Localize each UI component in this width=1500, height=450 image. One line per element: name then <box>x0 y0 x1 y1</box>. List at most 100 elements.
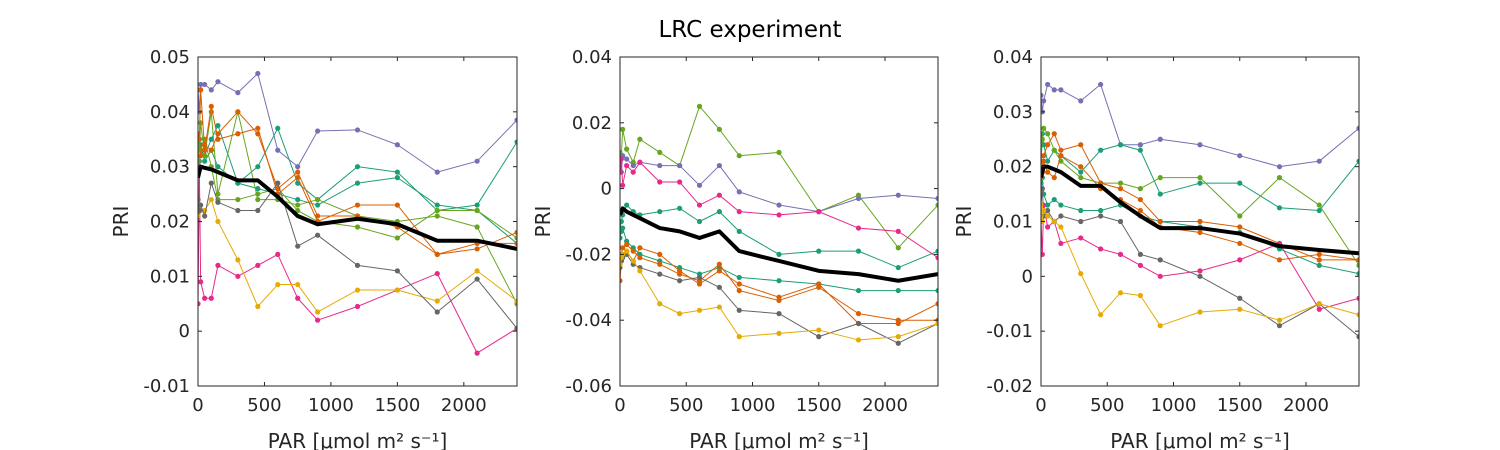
series-2-point <box>895 192 901 198</box>
series-8-point <box>1157 257 1163 263</box>
series-2-point <box>275 125 281 131</box>
series-1-point <box>255 70 261 77</box>
series-7-point <box>716 261 722 267</box>
series-7-point <box>1041 251 1045 257</box>
series-7-point <box>1197 268 1203 274</box>
x-tick-label: 0 <box>192 395 203 416</box>
series-6-point <box>295 175 301 181</box>
series-6-point <box>255 125 261 131</box>
series-10-point <box>235 207 241 214</box>
series-line-2 <box>1041 133 1359 212</box>
series-5-point <box>474 207 480 214</box>
series-6-point <box>716 268 722 274</box>
series-5-point <box>1157 218 1163 225</box>
series-9-point <box>315 309 321 315</box>
series-1-point <box>776 149 782 156</box>
series-3-point <box>1041 180 1044 186</box>
series-3-point <box>895 228 901 234</box>
series-3-point <box>620 169 623 175</box>
series-9-point <box>716 304 722 310</box>
chart-panel-3: 0 500 1000 1500 2000 -0.02 -0.01 0 0.01 0.02 0.03 0… <box>952 47 1360 450</box>
series-5-point <box>1045 142 1051 148</box>
series-3-point <box>208 136 214 142</box>
series-6-point <box>1237 240 1243 247</box>
axes-box <box>619 56 939 387</box>
series-9-point <box>208 196 214 203</box>
x-tick-label: 1500 <box>1217 395 1263 416</box>
y-axis-label: PRI <box>531 206 555 238</box>
series-7-point <box>215 131 221 137</box>
series-line-3 <box>620 158 938 259</box>
series-8-point <box>677 278 683 284</box>
series-6-point <box>637 245 643 251</box>
series-2-point <box>1157 191 1163 197</box>
series-2-point <box>1078 169 1084 175</box>
series-2-point <box>1356 158 1359 164</box>
series-5-point <box>394 235 400 241</box>
series-10-point <box>198 202 204 208</box>
y-tick-label: 0.01 <box>150 266 190 287</box>
series-9-point <box>1276 317 1283 323</box>
y-axis-label: PRI <box>952 206 976 238</box>
y-tick-label: 0.03 <box>150 157 190 178</box>
series-6-point <box>208 103 214 109</box>
series-9-point <box>696 307 703 313</box>
series-7-point <box>630 248 636 254</box>
series-8-point <box>1117 218 1124 225</box>
series-7-point <box>295 169 301 175</box>
y-tick-label: 0.04 <box>993 47 1033 68</box>
x-tick-label: 0 <box>614 395 625 416</box>
series-4-point <box>1078 175 1084 181</box>
series-2-point <box>1316 207 1322 214</box>
series-1-point <box>1276 164 1283 170</box>
x-tick-label: 2000 <box>1283 395 1329 416</box>
series-1-point <box>275 147 281 153</box>
x-tick-label: 500 <box>247 395 281 416</box>
series-7-point <box>255 131 261 137</box>
series-5-point <box>620 225 626 231</box>
series-7-point <box>1356 295 1359 301</box>
series-6-point <box>657 251 663 257</box>
series-7-point <box>776 297 782 304</box>
series-9-point <box>1137 292 1143 299</box>
x-tick-label: 1000 <box>730 395 776 416</box>
series-2-point <box>624 156 630 162</box>
series-8-point <box>295 295 301 301</box>
series-1-point <box>514 117 517 123</box>
series-4-point <box>1237 213 1243 219</box>
series-1-point <box>1197 142 1203 148</box>
series-4-point <box>1276 175 1283 181</box>
series-2-point <box>354 164 361 170</box>
figure-title: LRC experiment <box>658 17 841 43</box>
series-5-point <box>255 191 261 197</box>
y-tick-label: 0.04 <box>150 102 190 123</box>
y-tick-label: 0.01 <box>993 212 1033 233</box>
series-8-point <box>776 311 782 317</box>
series-5-point <box>235 196 241 203</box>
series-8-point <box>255 262 261 268</box>
series-3-point <box>1078 207 1084 214</box>
series-7-point <box>816 284 822 290</box>
series-5-point <box>1237 224 1243 230</box>
y-axis-label: PRI <box>109 206 133 238</box>
series-7-point <box>1045 224 1051 230</box>
y-tick-label: 0 <box>1022 266 1033 287</box>
series-group <box>198 70 517 356</box>
series-6-point <box>198 87 204 93</box>
y-tick-label: 0.02 <box>993 157 1033 178</box>
series-1-point <box>1237 153 1243 159</box>
series-line-4 <box>1041 127 1359 266</box>
series-2-point <box>394 169 400 175</box>
series-1-point <box>637 136 643 142</box>
series-9-point <box>255 303 261 310</box>
series-1-point <box>1041 92 1044 98</box>
series-2-point <box>1117 142 1124 148</box>
series-3-point <box>354 180 361 186</box>
x-tick-label: 1500 <box>374 395 420 416</box>
series-10-point <box>198 207 202 214</box>
series-9-point <box>275 281 281 288</box>
series-8-point <box>736 307 742 313</box>
series-10-point <box>202 213 208 219</box>
x-axis-label: PAR [μmol m² s⁻¹] <box>1110 429 1290 450</box>
series-10-point <box>275 180 281 186</box>
